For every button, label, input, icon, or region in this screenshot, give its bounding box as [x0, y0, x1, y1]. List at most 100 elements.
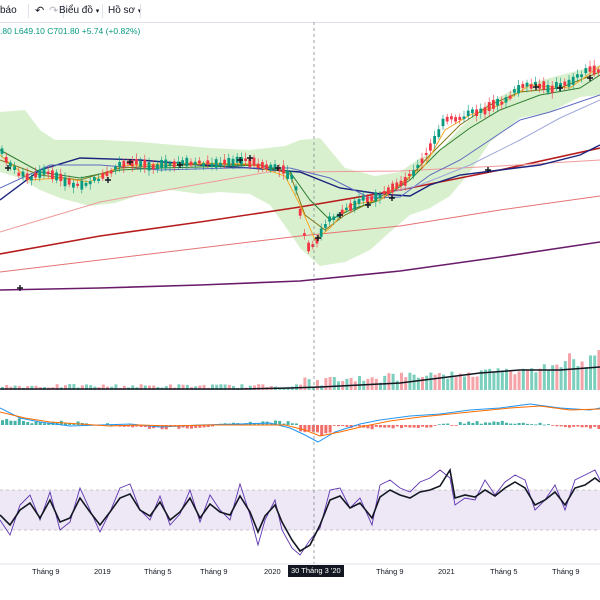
volume-bar	[458, 373, 462, 390]
candle-body	[403, 177, 407, 186]
macd-bar	[505, 422, 508, 425]
volume-bar	[421, 377, 424, 390]
candle-body	[580, 74, 583, 78]
ma-line-purple	[0, 241, 600, 291]
candle-body	[273, 164, 277, 170]
candle-body	[88, 181, 92, 185]
macd-bar	[463, 423, 466, 425]
volume-bar	[34, 385, 38, 390]
macd-bar	[391, 425, 395, 429]
undo-icon[interactable]: ↶	[35, 5, 45, 17]
macd-bar	[324, 425, 328, 434]
candle-body	[38, 169, 42, 178]
volume-bar	[282, 387, 286, 390]
macd-bar	[421, 425, 424, 427]
candle-body	[21, 171, 25, 177]
volume-bar	[395, 380, 399, 390]
candle-body	[248, 158, 252, 168]
candle-body	[294, 186, 298, 191]
candle-body	[567, 79, 571, 87]
volume-bar	[169, 384, 172, 390]
macd-bar	[64, 423, 67, 425]
rsi-band	[0, 490, 600, 530]
volume-bar	[559, 367, 563, 390]
volume-bar	[513, 374, 517, 390]
volume-bar	[370, 377, 374, 390]
candle-body	[269, 164, 273, 171]
macd-bar	[563, 425, 567, 428]
chart-menu-button[interactable]: Biểu đồ ▾	[59, 0, 99, 22]
volume-bar	[542, 364, 546, 390]
volume-bar	[471, 376, 475, 390]
macd-bar	[311, 425, 315, 432]
candle-body	[97, 178, 100, 181]
chevron-down-icon: ▾	[95, 8, 100, 15]
candle-body	[160, 159, 163, 169]
macd-bar	[341, 425, 345, 426]
macd-bar	[198, 425, 202, 428]
volume-bar	[198, 385, 202, 390]
cross-marker	[365, 202, 371, 208]
candle-body	[592, 65, 596, 75]
candle-body	[80, 180, 84, 190]
volume-bar	[404, 377, 408, 390]
macd-bar	[43, 423, 46, 425]
macd-bar	[110, 424, 114, 426]
volume-bar	[584, 367, 588, 390]
candle-body	[345, 207, 348, 210]
candle-body	[34, 173, 37, 178]
macd-bar	[366, 425, 370, 429]
alert-button[interactable]: báo	[0, 5, 17, 16]
candle-body	[93, 177, 96, 181]
volume-bar	[211, 384, 214, 390]
candle-body	[412, 170, 415, 177]
candle-body	[277, 168, 281, 172]
candle-body	[311, 244, 315, 248]
macd-bar	[597, 425, 600, 430]
volume-bar	[391, 373, 395, 390]
candle-body	[147, 162, 151, 171]
macd-bar	[320, 425, 324, 436]
candle-body	[265, 164, 268, 169]
candle-body	[504, 97, 508, 103]
candle-body	[597, 69, 600, 73]
volume-bar	[597, 350, 600, 390]
macd-bar	[404, 425, 408, 427]
macd-bar	[542, 424, 546, 426]
macd-bar	[530, 424, 534, 425]
volume-bar	[521, 368, 525, 390]
macd-bar	[513, 423, 517, 425]
candle-body	[399, 180, 403, 187]
profile-menu-button[interactable]: Hồ sơ ▾	[108, 0, 141, 22]
macd-bar	[433, 425, 437, 426]
cross-marker	[275, 165, 281, 171]
candle-body	[496, 99, 499, 106]
x-tick-label: Tháng 9	[552, 567, 580, 576]
cross-marker	[237, 157, 243, 163]
volume-bar	[26, 386, 30, 390]
volume-bar	[475, 376, 479, 390]
candle-body	[429, 143, 432, 151]
candle-body	[198, 160, 201, 164]
ma-line-pink	[0, 195, 600, 273]
candle-body	[437, 129, 441, 138]
volume-bar	[568, 353, 571, 390]
macd-bar	[55, 422, 59, 425]
candle-body	[408, 173, 411, 176]
candle-body	[521, 83, 525, 88]
volume-bar	[311, 386, 315, 390]
candle-body	[424, 152, 428, 155]
profile-menu-label: Hồ sơ	[108, 5, 136, 16]
macd-bar	[589, 425, 592, 429]
candle-body	[466, 110, 470, 117]
candle-body	[17, 172, 21, 176]
macd-bar	[72, 423, 76, 425]
candle-body	[193, 161, 197, 165]
macd-bar	[257, 423, 261, 425]
redo-icon[interactable]: ↷	[49, 5, 59, 17]
macd-bar	[202, 425, 206, 428]
macd-bar	[328, 425, 332, 433]
macd-bar	[185, 425, 189, 429]
candle-body	[261, 162, 264, 168]
